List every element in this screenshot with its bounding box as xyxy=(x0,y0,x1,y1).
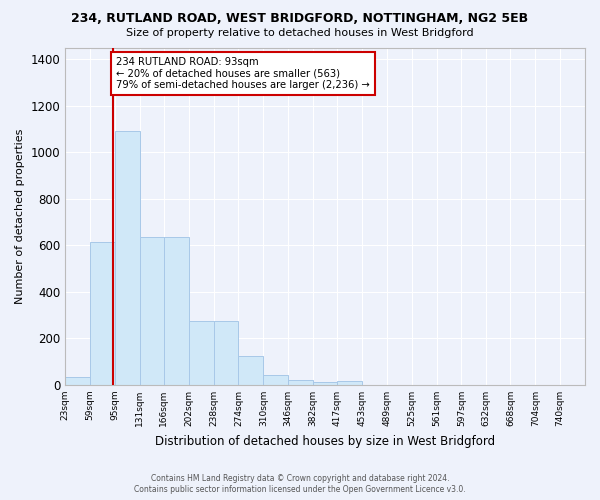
Bar xyxy=(115,132,140,385)
Bar xyxy=(65,378,90,385)
Bar xyxy=(189,321,214,385)
Bar xyxy=(263,375,288,385)
Bar xyxy=(313,382,337,385)
Bar xyxy=(214,321,238,385)
Bar xyxy=(238,356,263,385)
Bar xyxy=(140,237,164,385)
Bar xyxy=(288,380,313,385)
Y-axis label: Number of detached properties: Number of detached properties xyxy=(15,128,25,304)
Text: 234, RUTLAND ROAD, WEST BRIDGFORD, NOTTINGHAM, NG2 5EB: 234, RUTLAND ROAD, WEST BRIDGFORD, NOTTI… xyxy=(71,12,529,26)
X-axis label: Distribution of detached houses by size in West Bridgford: Distribution of detached houses by size … xyxy=(155,434,495,448)
Bar xyxy=(90,242,115,385)
Text: Size of property relative to detached houses in West Bridgford: Size of property relative to detached ho… xyxy=(126,28,474,38)
Bar xyxy=(164,237,189,385)
Bar xyxy=(337,380,362,385)
Text: Contains HM Land Registry data © Crown copyright and database right 2024.
Contai: Contains HM Land Registry data © Crown c… xyxy=(134,474,466,494)
Text: 234 RUTLAND ROAD: 93sqm
← 20% of detached houses are smaller (563)
79% of semi-d: 234 RUTLAND ROAD: 93sqm ← 20% of detache… xyxy=(116,57,370,90)
